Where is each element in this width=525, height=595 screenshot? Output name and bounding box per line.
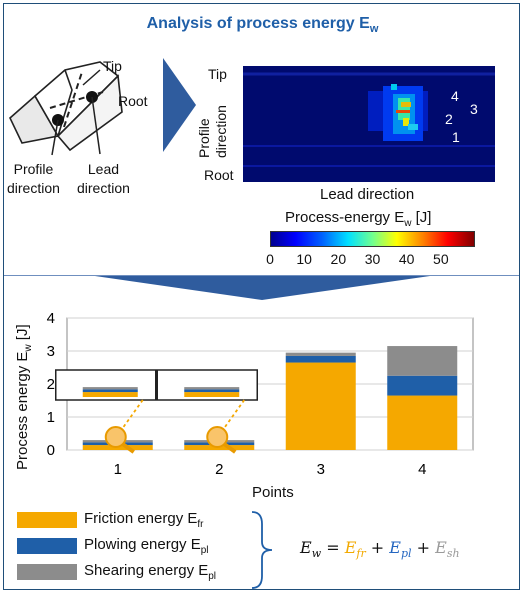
illustration-tip-label: Tip <box>103 58 122 74</box>
tooth-flank <box>56 74 123 152</box>
zoom-leader <box>223 399 245 429</box>
bar-segment-friction <box>285 362 356 450</box>
x-tick-label: 3 <box>317 461 325 478</box>
x-tick-label: 1 <box>114 461 122 478</box>
illustration-lead-label: Lead direction <box>77 161 130 196</box>
magnifier-handle <box>223 442 237 454</box>
legend-label: Shearing energy Epl <box>84 562 217 582</box>
bar-segment-plowing <box>285 355 356 363</box>
profile-leader <box>51 119 59 156</box>
tip-leader <box>82 69 101 86</box>
chart-x-label: Points <box>252 484 294 501</box>
colorbar <box>270 231 475 247</box>
colorbar-tick-label: 50 <box>433 251 449 267</box>
magnifier-handle <box>121 442 135 454</box>
heatmap-point-2: 2 <box>445 111 453 127</box>
heatmap-point-4: 4 <box>451 88 459 104</box>
heatmap-point-1: 1 <box>452 129 460 145</box>
magnifier-icon <box>206 426 229 448</box>
legend-swatch <box>17 538 77 554</box>
x-tick-label: 4 <box>418 461 426 478</box>
legend-label: Plowing energy Epl <box>84 536 209 556</box>
legend-swatch <box>17 564 77 580</box>
colorbar-tick-label: 0 <box>266 251 274 267</box>
energy-heatmap <box>243 66 495 182</box>
colorbar-tick-label: 20 <box>330 251 347 267</box>
colorbar-title: Process-energy Ew [J] <box>285 209 432 229</box>
legend-swatch <box>17 512 77 528</box>
heatmap-point-3: 3 <box>470 101 478 117</box>
lead-leader <box>91 96 101 155</box>
legend-brace <box>251 511 273 589</box>
chevron-right-icon <box>163 58 196 152</box>
bar-segment-friction <box>387 395 458 450</box>
bar-segment-plowing <box>387 375 458 396</box>
y-tick-label: 1 <box>47 409 55 426</box>
zoom-bar-segment <box>184 389 240 393</box>
colorbar-tick-label: 40 <box>398 251 415 267</box>
legend-label: Friction energy Efr <box>84 510 204 530</box>
magnifier-icon <box>104 426 127 448</box>
zoom-bar-segment <box>82 389 138 393</box>
illustration-profile-label: Profile direction <box>7 161 60 196</box>
x-tick-label: 2 <box>215 461 223 478</box>
zoom-bar-segment <box>82 387 138 390</box>
zoom-bar-segment <box>184 387 240 390</box>
y-tick-label: 0 <box>47 442 55 459</box>
heatmap-x-label: Lead direction <box>320 186 415 203</box>
bar-segment-shearing <box>285 352 356 356</box>
figure-title: Analysis of process energy Ew <box>146 15 379 36</box>
colorbar-tick-label: 30 <box>364 251 381 267</box>
chart-y-label: Process energy Ew [J] <box>14 324 34 470</box>
y-tick-label: 4 <box>47 310 55 327</box>
heatmap-canvas <box>243 66 495 182</box>
y-tick-label: 3 <box>47 343 55 360</box>
zoom-leader <box>122 399 144 429</box>
y-tick-label: 2 <box>47 376 55 393</box>
section-divider <box>4 275 519 276</box>
heatmap-y-root: Root <box>204 167 234 183</box>
heatmap-y-tip: Tip <box>208 66 227 82</box>
colorbar-tick-label: 10 <box>296 251 312 267</box>
chevron-down-icon <box>95 276 430 300</box>
illustration-root-label: Root <box>118 93 148 109</box>
zoom-bar-segment <box>82 392 138 397</box>
zoom-bar-segment <box>184 392 240 397</box>
energy-formula: Ew = Efr + Epl + Esh <box>300 538 460 561</box>
bar-segment-shearing <box>387 346 458 376</box>
outer-frame <box>3 3 520 590</box>
